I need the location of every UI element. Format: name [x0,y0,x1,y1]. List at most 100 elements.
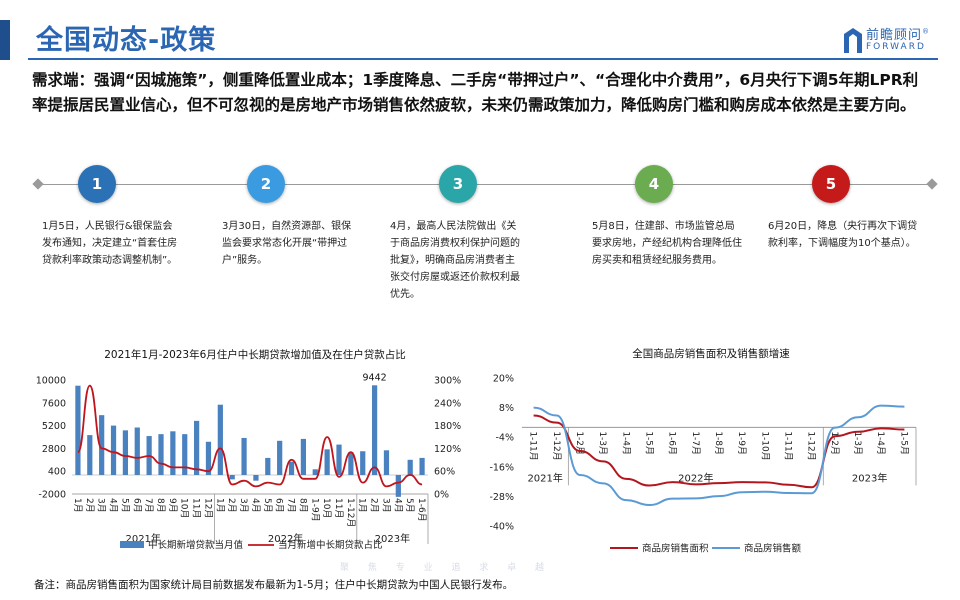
y-tick: -4% [496,433,515,444]
loan-chart: 2021年1月-2023年6月住户中长期贷款增加值及在住户贷款占比 10000 76… [30,340,480,570]
loan-bar [75,385,81,475]
loan-bar [300,438,307,475]
loan-bar [158,434,164,475]
x-tick-label: 10月 [179,498,190,518]
loan-bar [407,459,413,475]
y-tick-left: 10000 [36,376,66,387]
loan-bar [99,415,105,475]
year-group-label: 2022年 [678,471,713,484]
loan-bar [134,427,140,475]
watermark: 聚 焦 专 业 追 求 卓 越 [340,563,553,573]
y-tick: -16% [489,462,514,473]
timeline-node-2: 2 [247,165,285,203]
x-tick-label: 3月 [380,498,391,513]
loan-bar [324,449,330,475]
year-group-label: 2021年 [527,471,562,484]
y-tick-left: -2000 [38,490,66,501]
loan-bar [193,420,200,475]
x-tick-label: 7月 [143,498,154,513]
y-tick-right: 240% [434,398,461,409]
y-tick-left: 2800 [42,444,66,455]
loan-bar [371,385,378,475]
x-tick-label: 1-11月 [783,431,794,460]
loan-bar [253,475,259,481]
x-tick-label: 1-4月 [875,431,886,455]
loan-bar [336,444,342,475]
logo-chinese-name: 前瞻顾问® [866,27,931,43]
timeline-node-4: 4 [635,165,673,203]
legend-swatch-bar [120,541,144,548]
loan-bar [122,430,129,475]
x-tick-label: 1月 [214,498,225,513]
x-tick-label: 7月 [286,498,297,513]
x-tick-label: 5月 [119,498,130,513]
x-tick-label: 2月 [226,498,237,513]
loan-bar [205,441,212,475]
y-tick: -40% [489,522,514,533]
logo-english-name: FORWARD [866,42,926,52]
x-tick-label: 2月 [84,498,95,513]
headline-summary: 需求端：强调“因城施策”，侧重降低置业成本；1季度降息、二手房“带押过户”、“合… [32,71,919,114]
timeline-node-3: 3 [439,165,477,203]
loan-bar [170,431,176,475]
policy-timeline: 1 2 3 4 5 1月5日，人民银行&银保监会发布通知，决定建立“首套住房贷款… [0,160,960,320]
x-tick-label: 2月 [369,498,380,513]
x-tick-label: 1-7月 [690,431,701,455]
x-tick-label: 6月 [274,498,285,513]
x-tick-label: 1-3月 [597,431,608,455]
x-tick-label: 3月 [238,498,249,513]
x-tick-label: 1-10月 [759,431,770,460]
x-tick-label: 1-5月 [643,431,654,455]
loan-bar [217,404,223,475]
sales-growth-chart: 全国商品房销售面积及销售额增速 20% 8% -4% -16% -28% -40% 1-11月… [486,340,926,570]
x-tick-label: 1-2月 [829,431,840,455]
logo-mark-icon [844,28,862,53]
loan-bar [182,434,188,475]
x-tick-label: 1-3月 [852,431,863,455]
legend-label-value: 商品房销售额 [744,543,802,555]
x-tick-label: 8月 [297,498,308,513]
y-tick: 20% [493,374,514,385]
x-tick-label: 3月 [96,498,107,513]
footnote: 备注：商品房销售面积为国家统计局目前数据发布最新为1-5月；住户中长期贷款为中国… [34,579,514,591]
x-tick-label: 4月 [250,498,261,513]
title-bar: 全国动态-政策 前瞻顾问® FORWARD [0,14,960,60]
x-tick-label: 12月 [202,498,213,518]
chart-title: 全国商品房销售面积及销售额增速 [632,347,790,360]
x-tick-label: 1-4月 [620,431,631,455]
y-tick: 8% [499,403,514,414]
loan-bar [383,450,390,475]
timeline-text-5: 6月20日，降息（央行再次下调贷款利率，下调幅度为10个基点）。 [768,221,918,249]
x-tick-label: 9月 [167,498,178,513]
x-tick-label: 5月 [404,498,415,513]
loan-share-line [77,384,423,488]
peak-data-label: 9442 [363,372,387,383]
x-tick-label: 5月 [262,498,273,513]
sales-growth-chart-svg: 全国商品房销售面积及销售额增速 20% 8% -4% -16% -28% -40% 1-11月… [489,347,917,555]
y-tick-left: 7600 [42,398,66,409]
legend-label-line: 当月新增中长期贷款占比 [278,539,383,551]
timeline-text-2: 3月30日，自然资源部、银保监会要求常态化开展“带押过户”服务。 [222,221,352,266]
loan-bar [110,425,117,475]
loan-bar [419,457,425,475]
title-divider [28,58,938,60]
x-tick-label: 11月 [333,498,344,518]
x-tick-label: 1-11月 [528,431,539,460]
x-tick-label: 1月 [357,498,368,513]
loan-bar [241,437,247,475]
x-tick-label: 11月 [191,498,202,518]
timeline-node-1: 1 [78,165,116,203]
y-tick-right: 60% [434,467,455,478]
y-tick-right: 180% [434,421,461,432]
x-tick-label: 1-12月 [551,431,562,460]
loan-bar [312,469,318,475]
x-tick-label: 1-9月 [309,498,320,522]
y-tick-right: 300% [434,376,461,387]
x-tick-label: 1-6月 [667,431,678,455]
x-tick-label: 1-2月 [574,431,585,455]
year-group-label: 2023年 [852,471,887,484]
y-tick: -28% [489,492,514,503]
x-tick-label: 1-9月 [736,431,747,455]
loan-bar [229,475,235,480]
page-title: 全国动态-政策 [36,25,217,56]
